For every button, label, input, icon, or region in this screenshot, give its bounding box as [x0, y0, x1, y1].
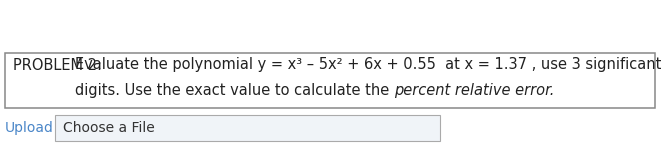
Text: Upload: Upload	[5, 121, 54, 135]
Bar	[55, 115, 440, 141]
Text: PROBLEM 2:: PROBLEM 2:	[13, 58, 102, 73]
Text: digits. Use the exact value to calculate the: digits. Use the exact value to calculate…	[75, 84, 394, 99]
Text: Choose a File: Choose a File	[63, 121, 155, 135]
Text: percent relative error.: percent relative error.	[394, 84, 554, 99]
Bar	[5, 53, 655, 108]
Text: Evaluate the polynomial y = x³ – 5x² + 6x + 0.55  at x = 1.37 , use 3 significan: Evaluate the polynomial y = x³ – 5x² + 6…	[75, 58, 661, 73]
